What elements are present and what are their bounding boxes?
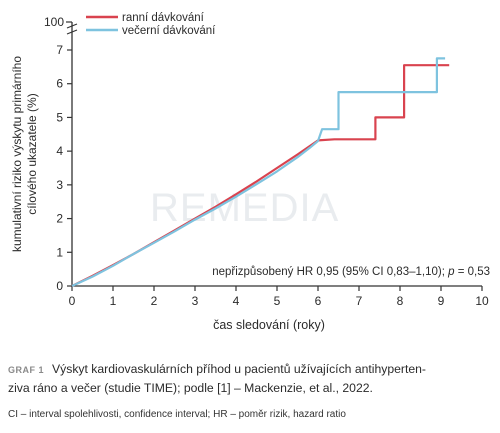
y-tick-label: 2: [56, 212, 63, 226]
x-tick-label: 8: [397, 294, 404, 308]
x-tick-label: 4: [233, 294, 240, 308]
y-tick-label-100: 100: [44, 15, 64, 29]
y-axis-break-mark: [66, 23, 78, 29]
x-tick-label: 6: [315, 294, 322, 308]
y-tick-label: 1: [56, 245, 63, 259]
x-tick-label: 9: [438, 294, 445, 308]
y-tick-label: 6: [56, 77, 63, 91]
x-tick-label: 10: [475, 294, 489, 308]
caption-line-1: Výskyt kardiovaskulárních příhod u pacie…: [52, 362, 426, 376]
y-tick-label: 7: [56, 43, 63, 57]
x-tick-label: 7: [356, 294, 363, 308]
figure-caption: GRAF 1 Výskyt kardiovaskulárních příhod u…: [8, 360, 494, 397]
y-tick-label: 4: [56, 144, 63, 158]
series-line-2: [71, 57, 446, 287]
x-tick-label: 2: [151, 294, 158, 308]
legend-label-1: ranní dávkování: [122, 12, 205, 24]
x-tick-label: 3: [192, 294, 199, 308]
y-axis-label-line-1: kumulativní riziko výskytu primárního: [10, 56, 24, 252]
hr-annotation: nepřizpůsobený HR 0,95 (95% CI 0,83–1,10…: [212, 266, 490, 278]
x-tick-label: 1: [110, 294, 117, 308]
y-axis-label-line-2: cílového ukazatele (%): [25, 93, 39, 214]
y-tick-label: 5: [56, 110, 63, 124]
series-line-1: [71, 64, 450, 287]
x-tick-label: 5: [274, 294, 281, 308]
graf-label: GRAF 1: [8, 365, 45, 375]
watermark: REMEDIA: [150, 186, 340, 230]
legend-label-2: večerní dávkování: [122, 25, 216, 37]
y-axis-break-mark: [66, 29, 78, 35]
x-tick-label: 0: [69, 294, 76, 308]
caption-line-2: ziva ráno a večer (studie TIME); podle […: [8, 381, 373, 395]
x-axis-label: čas sledování (roky): [213, 318, 325, 332]
km-chart: 100 0 1 2 3 4 5 6 7 0 1 2 3 4 5 6 7 8 9 10 čas sledování (ro…: [10, 12, 490, 332]
y-tick-label: 0: [56, 279, 63, 293]
abbreviation-note: CI – interval spolehlivosti, confidence …: [8, 409, 346, 420]
y-tick-label: 3: [56, 178, 63, 192]
